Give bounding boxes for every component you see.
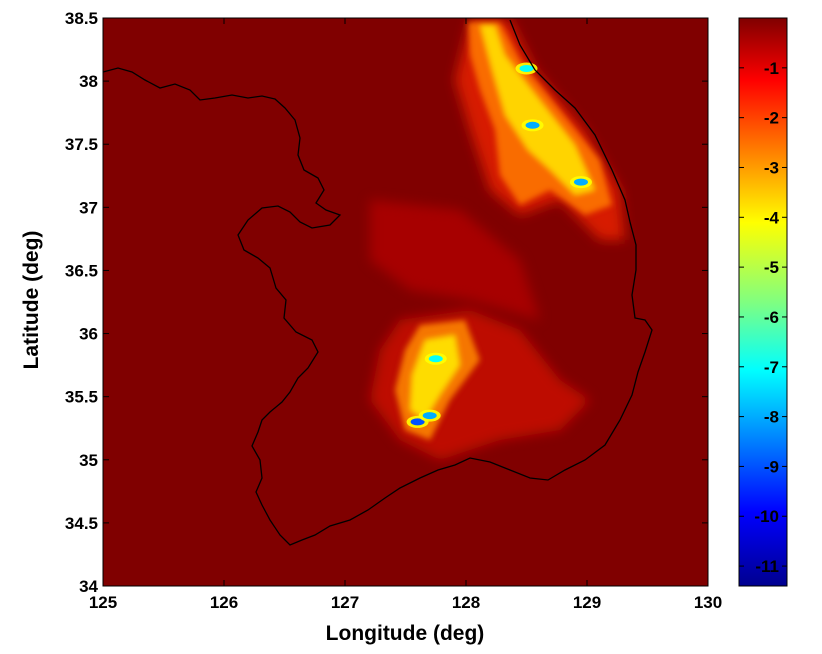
x-tick-label: 127 (331, 593, 359, 612)
y-tick-label: 37 (79, 198, 98, 217)
y-axis-title: Latitude (deg) (20, 231, 43, 370)
x-tick-label: 126 (210, 593, 238, 612)
colorbar-tick-label: -3 (764, 158, 779, 177)
y-tick-label: 36 (79, 325, 98, 344)
y-tick-label: 38 (79, 72, 98, 91)
x-axis-title: Longitude (deg) (326, 622, 485, 645)
x-tick-label: 130 (694, 593, 722, 612)
hotspot-layer (406, 62, 592, 428)
hotspot (410, 418, 425, 426)
colorbar-tick-label: -4 (764, 208, 780, 227)
y-tick-label: 37.5 (65, 135, 98, 154)
hotspot (519, 64, 534, 72)
y-axis: 34 34.5 35 35.5 36 36.5 37 37.5 38 38.5 (65, 9, 708, 596)
hotspot (428, 355, 443, 363)
x-tick-label: 129 (573, 593, 601, 612)
colorbar-tick-label: -6 (764, 308, 779, 327)
y-tick-label: 35.5 (65, 388, 98, 407)
central-patch (370, 200, 540, 320)
hotspot (573, 178, 588, 186)
plot-frame (102, 17, 709, 587)
colorbar-tick-label: -8 (764, 408, 779, 427)
y-tick-label: 34.5 (65, 514, 98, 533)
eastern-ridge-yellow (480, 25, 595, 195)
colorbar-tick-label: -1 (764, 59, 779, 78)
colorbar-tick-label: -11 (755, 557, 779, 576)
x-tick-label: 128 (452, 593, 480, 612)
colorbar-tick-label: -5 (764, 258, 779, 277)
x-tick-label: 125 (89, 593, 117, 612)
southern-ridge-yellow (410, 335, 460, 420)
x-axis: 125 126 127 128 129 130 (89, 18, 722, 612)
y-tick-label: 34 (79, 577, 98, 596)
colorbar: -1 -2 -3 -4 -5 -6 -7 -8 -9 -10 -11 (738, 17, 788, 587)
heatmap-background (103, 18, 708, 586)
coastline (103, 19, 653, 546)
colorbar-tick-label: -2 (764, 109, 779, 128)
colorbar-tick-label: -9 (764, 457, 779, 476)
hotspot (422, 412, 437, 420)
heatmap-plot (103, 18, 708, 586)
y-tick-label: 35 (79, 451, 98, 470)
y-tick-label: 36.5 (65, 261, 98, 280)
y-tick-label: 38.5 (65, 9, 98, 28)
colorbar-tick-label: -7 (764, 358, 779, 377)
colorbar-tick-label: -10 (754, 507, 779, 526)
high-intensity-patches (395, 22, 612, 440)
colorbar-ticks: -1 -2 -3 -4 -5 -6 -7 -8 -9 -10 -11 (739, 59, 787, 576)
colorbar-gradient (738, 17, 788, 587)
hotspot (525, 121, 540, 129)
